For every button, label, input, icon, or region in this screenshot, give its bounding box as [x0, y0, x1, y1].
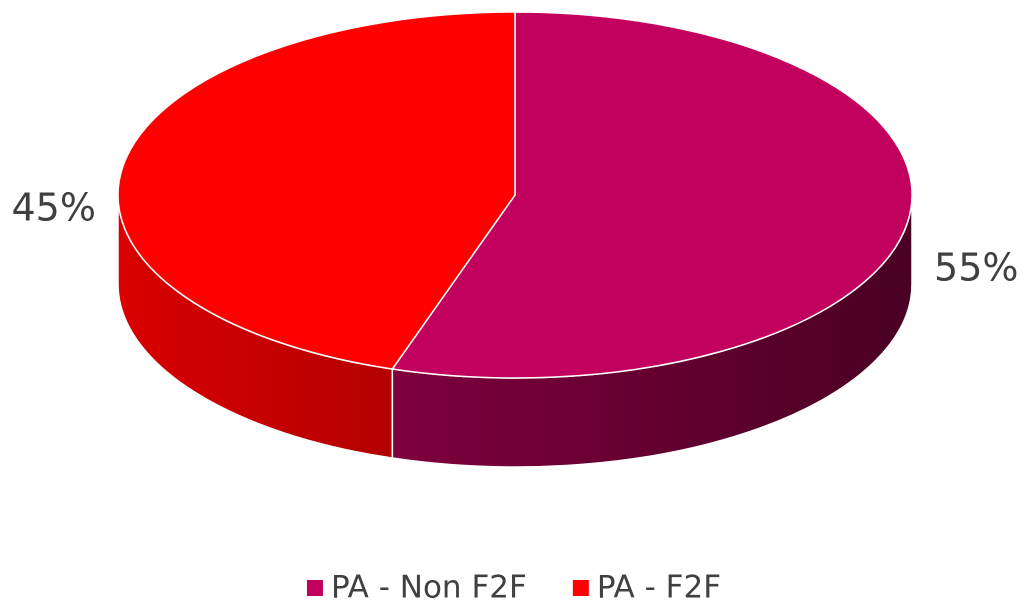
legend: PA - Non F2F PA - F2F: [306, 570, 721, 606]
slice: [391, 11, 913, 379]
slice: [117, 11, 516, 370]
value-label: 55%: [934, 246, 1018, 290]
legend-label: PA - F2F: [597, 570, 721, 606]
value-label: 45%: [12, 185, 96, 229]
legend-swatch: [572, 580, 589, 596]
legend-label: PA - Non F2F: [331, 570, 527, 606]
legend-swatch: [306, 580, 323, 596]
